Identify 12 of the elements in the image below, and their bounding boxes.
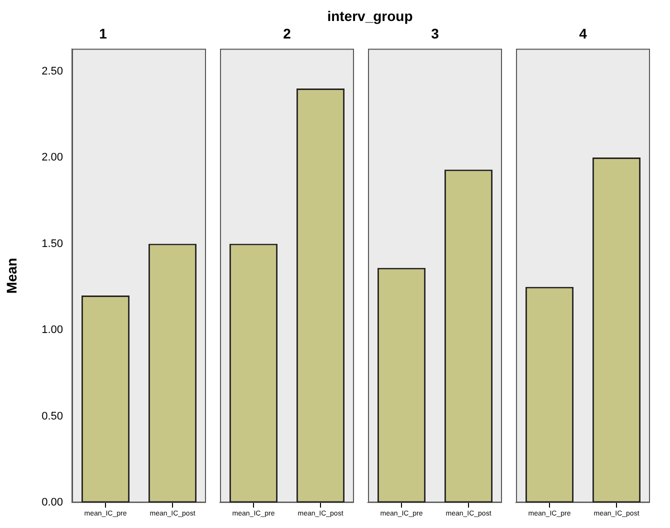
chart-title: 1 (99, 25, 108, 42)
y-tick-label: 1.00 (42, 324, 63, 336)
y-tick-label: 1.50 (42, 238, 63, 250)
y-axis-title: Mean (3, 258, 20, 294)
y-tick-label: 0.00 (42, 496, 63, 509)
chart-title: 3 (431, 25, 440, 42)
y-tick-label: 2.00 (42, 152, 63, 164)
chart-title: 4 (579, 25, 588, 42)
chart-title: 2 (283, 25, 292, 42)
text: interv_group (326, 8, 414, 24)
y-tick-label: 2.50 (42, 65, 63, 78)
y-tick-label: 0.50 (42, 410, 63, 422)
